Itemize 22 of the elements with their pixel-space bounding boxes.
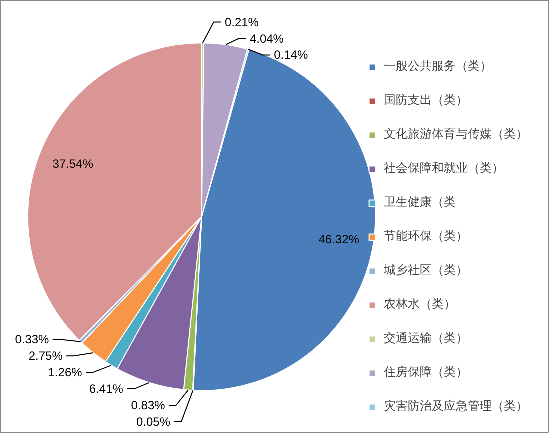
legend-label: 文化旅游体育与传媒（类）	[384, 126, 528, 143]
legend-label: 一般公共服务（类）	[384, 58, 492, 75]
data-label: 0.14%	[274, 48, 308, 62]
data-label: 0.05%	[136, 414, 171, 429]
data-label: 2.75%	[28, 349, 64, 364]
data-label: 0.21%	[224, 15, 260, 30]
legend-label: 交通运输（类）	[384, 330, 468, 347]
data-label: 37.54%	[52, 157, 94, 172]
legend-label: 灾害防治及应急管理（类）	[384, 398, 528, 415]
data-label: 0.33%	[15, 332, 50, 347]
legend-label: 社会保障和就业（类）	[384, 160, 504, 177]
legend-label: 住房保障（类）	[384, 364, 468, 381]
data-label: 4.04%	[250, 32, 284, 46]
legend-label: 城乡社区（类）	[384, 262, 468, 279]
data-label: 46.32%	[318, 232, 360, 246]
data-label: 1.26%	[48, 366, 83, 380]
legend-label: 农林水（类）	[384, 296, 456, 313]
data-label: 0.83%	[131, 398, 166, 412]
data-label: 6.41%	[89, 382, 124, 396]
legend-label: 卫生健康（类	[384, 194, 456, 211]
legend-label: 节能环保（类）	[384, 228, 468, 245]
legend-label: 国防支出（类）	[384, 92, 468, 109]
